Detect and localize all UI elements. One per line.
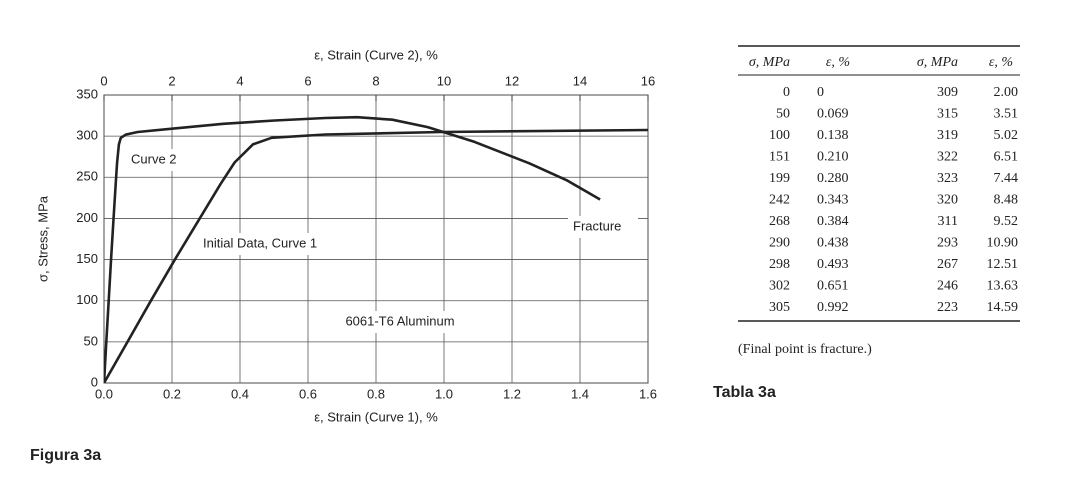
table-cell: 9.52 [994,214,1019,229]
table-cell: 50 [776,107,790,122]
table-cell: 305 [769,300,790,315]
table-cell: 0.651 [817,279,849,294]
y-tick-label: 50 [84,333,98,348]
x2-tick-label: 16 [641,73,655,88]
table-cell: 246 [937,279,958,294]
series-label: Curve 2 [131,151,177,166]
table-cell: 7.44 [994,171,1019,186]
table-header: σ, MPa [917,55,958,70]
table-cell: 0.343 [817,193,849,208]
x-axis-title: ε, Strain (Curve 1), % [314,409,438,424]
table-cell: 320 [937,193,958,208]
x2-tick-label: 14 [573,73,587,88]
table-cell: 298 [769,257,790,272]
table-header: σ, MPa [749,55,790,70]
table-cell: 151 [769,150,790,165]
table-header: ε, % [989,55,1013,70]
x-tick-label: 0.2 [163,386,181,401]
annotation: Fracture [573,218,621,233]
table-cell: 223 [937,300,958,315]
table-cell: 0 [817,85,824,100]
table-cell: 315 [937,107,958,122]
x2-tick-label: 10 [437,73,451,88]
y-tick-label: 150 [76,251,98,266]
table-cell: 267 [937,257,958,272]
curve [104,128,648,383]
table-cell: 322 [937,150,958,165]
table-cell: 2.00 [994,85,1019,100]
table-cell: 14.59 [987,300,1019,315]
x-tick-label: 0.4 [231,386,249,401]
x-tick-label: 0.8 [367,386,385,401]
table-cell: 242 [769,193,790,208]
y-tick-label: 300 [76,128,98,143]
table-cell: 323 [937,171,958,186]
x2-tick-label: 6 [304,73,311,88]
table-cell: 293 [937,236,958,251]
chart-title: 6061-T6 Aluminum [345,313,454,328]
y-axis-title: σ, Stress, MPa [35,195,50,282]
x-tick-label: 1.6 [639,386,657,401]
x2-tick-label: 12 [505,73,519,88]
table-cell: 6.51 [994,150,1019,165]
table-cell: 5.02 [994,128,1019,143]
table-cell: 8.48 [994,193,1019,208]
table-cell: 309 [937,85,958,100]
figure-caption: Figura 3a [30,447,101,464]
y-tick-label: 200 [76,210,98,225]
table-cell: 0.138 [817,128,849,143]
x-tick-label: 1.4 [571,386,589,401]
label-bg [329,311,471,333]
table-cell: 0.493 [817,257,849,272]
table-header: ε, % [826,55,850,70]
table-cell: 3.51 [994,107,1019,122]
x-tick-label: 0.0 [95,386,113,401]
table-note: (Final point is fracture.) [738,342,872,357]
table-cell: 290 [769,236,790,251]
table-cell: 311 [938,214,958,229]
table-cell: 0.438 [817,236,849,251]
table-cell: 0.992 [817,300,849,315]
table-cell: 319 [937,128,958,143]
x2-tick-label: 8 [372,73,379,88]
x-tick-label: 1.0 [435,386,453,401]
x-tick-label: 0.6 [299,386,317,401]
x-tick-label: 1.2 [503,386,521,401]
table-caption: Tabla 3a [713,384,776,401]
y-tick-label: 250 [76,169,98,184]
x2-tick-label: 4 [236,73,243,88]
label-bg [198,233,356,255]
curve [104,115,601,383]
table-cell: 199 [769,171,790,186]
table-cell: 0.384 [817,214,849,229]
x2-tick-label: 2 [168,73,175,88]
x2-axis-title: ε, Strain (Curve 2), % [314,47,438,62]
label-bg [126,149,196,171]
table-cell: 268 [769,214,790,229]
x2-tick-label: 0 [100,73,107,88]
y-tick-label: 350 [76,86,98,101]
series-label: Initial Data, Curve 1 [203,235,317,250]
table-cell: 100 [769,128,790,143]
table-cell: 0 [783,85,790,100]
y-tick-label: 0 [91,374,98,389]
table-cell: 13.63 [987,279,1019,294]
table-cell: 10.90 [987,236,1019,251]
table-cell: 302 [769,279,790,294]
table-cell: 0.069 [817,107,849,122]
label-bg [568,216,638,238]
table-cell: 0.280 [817,171,849,186]
table-cell: 12.51 [987,257,1019,272]
table-cell: 0.210 [817,150,849,165]
y-tick-label: 100 [76,292,98,307]
